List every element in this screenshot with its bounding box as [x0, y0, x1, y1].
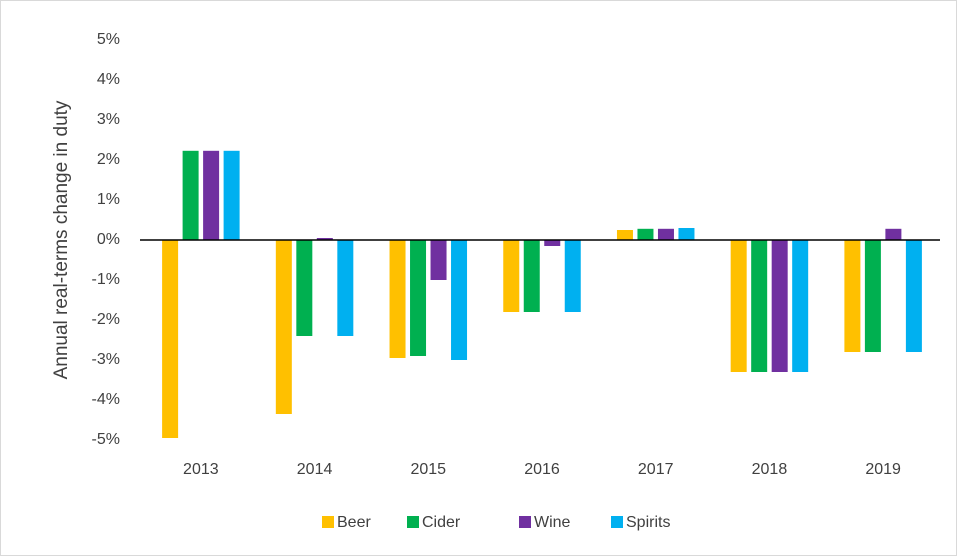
legend-label: Wine — [534, 514, 571, 531]
legend-swatch — [611, 516, 623, 528]
bar — [864, 240, 881, 352]
bar — [451, 240, 468, 360]
bar — [389, 240, 406, 358]
x-tick-label: 2013 — [183, 461, 219, 478]
bar — [771, 240, 788, 372]
y-tick-label: 0% — [97, 231, 120, 248]
y-tick-label: 4% — [97, 71, 120, 88]
bar — [905, 240, 922, 352]
bar — [410, 240, 427, 356]
bar — [337, 240, 354, 336]
bar — [637, 228, 654, 240]
y-tick-label: 1% — [97, 191, 120, 208]
bar — [792, 240, 809, 372]
legend-swatch — [407, 516, 419, 528]
bar — [885, 228, 902, 240]
bar — [844, 240, 861, 352]
y-tick-label: -5% — [92, 431, 120, 448]
bar — [730, 240, 747, 372]
bar — [296, 240, 313, 336]
y-tick-label: -1% — [92, 271, 120, 288]
bar — [162, 240, 179, 438]
bar — [751, 240, 768, 372]
bar — [616, 230, 633, 240]
x-tick-label: 2018 — [752, 461, 788, 478]
bar — [564, 240, 581, 312]
legend-label: Cider — [422, 514, 461, 531]
x-tick-label: 2017 — [638, 461, 674, 478]
bar — [430, 240, 447, 280]
x-tick-label: 2016 — [524, 461, 560, 478]
y-tick-label: 2% — [97, 151, 120, 168]
y-tick-label: -4% — [92, 391, 120, 408]
bar — [223, 150, 240, 240]
y-axis-title: Annual real-terms change in duty — [51, 100, 72, 379]
bar — [523, 240, 540, 312]
y-tick-label: 3% — [97, 111, 120, 128]
bar — [503, 240, 520, 312]
legend-label: Spirits — [626, 514, 670, 531]
bar — [544, 240, 561, 246]
y-tick-label: -2% — [92, 311, 120, 328]
bar — [657, 228, 674, 240]
bar — [182, 150, 199, 240]
legend-swatch — [519, 516, 531, 528]
x-tick-label: 2019 — [865, 461, 901, 478]
x-tick-label: 2015 — [410, 461, 446, 478]
bar — [316, 238, 333, 240]
x-tick-label: 2014 — [297, 461, 333, 478]
bar — [678, 228, 695, 240]
legend-label: Beer — [337, 514, 371, 531]
bar — [203, 150, 220, 240]
y-tick-label: 5% — [97, 31, 120, 48]
y-tick-label: -3% — [92, 351, 120, 368]
legend-swatch — [322, 516, 334, 528]
bar — [275, 240, 292, 414]
